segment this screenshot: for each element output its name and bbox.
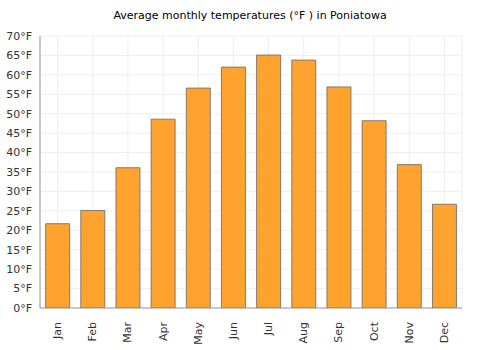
svg-text:20°F: 20°F xyxy=(8,224,32,237)
svg-text:Mar: Mar xyxy=(121,322,134,343)
svg-text:35°F: 35°F xyxy=(8,166,32,179)
svg-text:Nov: Nov xyxy=(403,322,416,344)
svg-text:Sep: Sep xyxy=(332,322,345,343)
svg-text:55°F: 55°F xyxy=(8,88,32,101)
svg-text:Aug: Aug xyxy=(297,322,310,343)
svg-text:0°F: 0°F xyxy=(13,302,32,315)
svg-text:50°F: 50°F xyxy=(8,108,32,121)
svg-text:May: May xyxy=(192,322,205,345)
svg-text:Feb: Feb xyxy=(86,322,99,341)
svg-text:65°F: 65°F xyxy=(8,49,32,62)
svg-text:10°F: 10°F xyxy=(8,263,32,276)
svg-text:25°F: 25°F xyxy=(8,205,32,218)
svg-text:40°F: 40°F xyxy=(8,146,32,159)
svg-text:70°F: 70°F xyxy=(8,30,32,43)
svg-text:Oct: Oct xyxy=(368,321,381,341)
svg-text:30°F: 30°F xyxy=(8,185,32,198)
svg-text:60°F: 60°F xyxy=(8,69,32,82)
svg-text:Apr: Apr xyxy=(157,322,170,342)
svg-text:45°F: 45°F xyxy=(8,127,32,140)
svg-text:Jul: Jul xyxy=(262,322,275,336)
svg-text:15°F: 15°F xyxy=(8,244,32,257)
svg-text:Dec: Dec xyxy=(438,322,451,343)
html-text:Average monthly temperatures (: Average monthly temperatures (°F ) in Po… xyxy=(113,9,387,22)
svg-text:Jun: Jun xyxy=(227,322,240,340)
svg-text:Jan: Jan xyxy=(51,322,64,340)
svg-text:5°F: 5°F xyxy=(13,282,32,295)
